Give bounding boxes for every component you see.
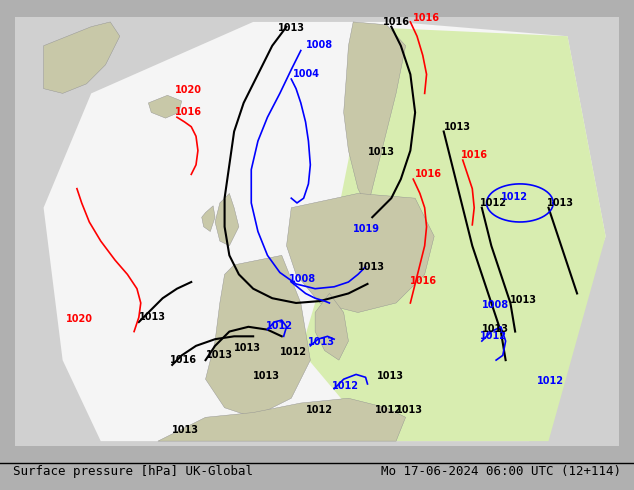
Text: 1012: 1012 bbox=[280, 347, 307, 357]
Text: 1012: 1012 bbox=[480, 198, 507, 208]
Text: 1004: 1004 bbox=[293, 69, 320, 79]
Text: 1016: 1016 bbox=[413, 13, 440, 23]
Text: 1012: 1012 bbox=[332, 381, 359, 391]
Text: 1012: 1012 bbox=[501, 192, 528, 202]
Text: 1013: 1013 bbox=[139, 312, 166, 322]
Polygon shape bbox=[158, 398, 406, 441]
Polygon shape bbox=[44, 22, 120, 94]
Text: 1016: 1016 bbox=[171, 355, 197, 365]
Text: 1013: 1013 bbox=[234, 343, 261, 353]
Text: 1019: 1019 bbox=[353, 223, 380, 234]
Polygon shape bbox=[215, 194, 239, 246]
Text: 1013: 1013 bbox=[547, 198, 574, 208]
Text: 1013: 1013 bbox=[308, 337, 335, 347]
Text: 1016: 1016 bbox=[175, 107, 202, 117]
Text: 1008: 1008 bbox=[306, 40, 333, 49]
Polygon shape bbox=[287, 194, 434, 313]
Polygon shape bbox=[344, 22, 406, 208]
Text: 1013: 1013 bbox=[482, 323, 509, 334]
Polygon shape bbox=[15, 17, 619, 446]
Text: 1013: 1013 bbox=[368, 147, 394, 157]
Text: 1008: 1008 bbox=[482, 300, 509, 310]
Text: 1013: 1013 bbox=[278, 24, 305, 33]
Text: 1013: 1013 bbox=[396, 405, 423, 415]
Text: 1013: 1013 bbox=[205, 350, 233, 360]
Text: 1013: 1013 bbox=[444, 122, 470, 132]
Polygon shape bbox=[315, 294, 349, 360]
Polygon shape bbox=[205, 255, 310, 417]
Text: 1012: 1012 bbox=[375, 405, 402, 415]
Text: 1013: 1013 bbox=[172, 425, 199, 436]
Text: 1016: 1016 bbox=[415, 169, 442, 179]
Text: 1020: 1020 bbox=[175, 85, 202, 96]
Polygon shape bbox=[148, 95, 182, 118]
Text: 1012: 1012 bbox=[537, 376, 564, 386]
Text: 1013: 1013 bbox=[510, 295, 538, 305]
Text: 1013: 1013 bbox=[253, 371, 280, 381]
Text: 1008: 1008 bbox=[289, 274, 316, 284]
Polygon shape bbox=[301, 26, 605, 441]
Text: 1013: 1013 bbox=[377, 371, 404, 381]
Text: 1012: 1012 bbox=[306, 405, 333, 415]
Text: 1016: 1016 bbox=[382, 17, 410, 27]
Text: 1012: 1012 bbox=[480, 331, 507, 341]
Text: 1016: 1016 bbox=[461, 150, 488, 160]
Text: 1013: 1013 bbox=[358, 262, 385, 271]
Polygon shape bbox=[202, 206, 215, 232]
Text: Mo 17-06-2024 06:00 UTC (12+114): Mo 17-06-2024 06:00 UTC (12+114) bbox=[381, 465, 621, 478]
Text: Surface pressure [hPa] UK-Global: Surface pressure [hPa] UK-Global bbox=[13, 465, 253, 478]
Text: 1020: 1020 bbox=[65, 314, 93, 324]
Polygon shape bbox=[44, 22, 605, 441]
Text: 1012: 1012 bbox=[266, 320, 292, 331]
Text: 1016: 1016 bbox=[410, 276, 437, 286]
